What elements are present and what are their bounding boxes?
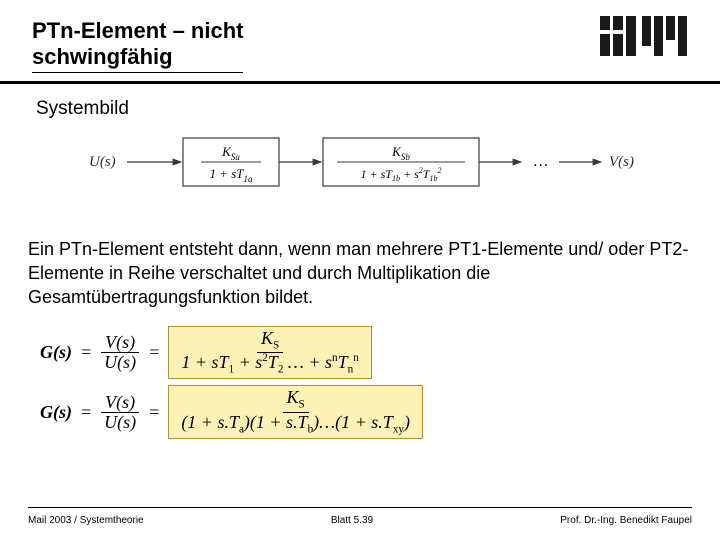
body-paragraph: Ein PTn-Element entsteht dann, wenn man … bbox=[0, 211, 720, 320]
section-label: Systembild bbox=[0, 84, 720, 126]
eq-ratio: V(s) U(s) bbox=[100, 333, 140, 372]
eq-lhs: G(s) bbox=[40, 342, 72, 363]
slide-header: PTn-Element – nicht schwingfähig bbox=[0, 0, 720, 84]
eq-boxed-1: KS 1 + sT1 + s2T2 … + snTnn bbox=[168, 326, 371, 380]
svg-text:1 + sT1b + s2T1b2: 1 + sT1b + s2T1b2 bbox=[361, 166, 442, 183]
footer-left: Mail 2003 / Systemtheorie bbox=[28, 515, 144, 526]
title-line2: schwingfähig bbox=[32, 44, 173, 69]
eq-lhs: G(s) bbox=[40, 402, 72, 423]
block-diagram: U(s) KSa 1 + sT1a KSb 1 + sT1b + s2T1b2 … bbox=[0, 126, 720, 211]
equations-block: G(s) = V(s) U(s) = KS 1 + sT1 + s2T2 … +… bbox=[0, 320, 720, 439]
title-line1: PTn-Element – nicht bbox=[32, 18, 243, 43]
page-title: PTn-Element – nicht schwingfähig bbox=[32, 18, 243, 73]
eq-sign: = bbox=[148, 402, 160, 423]
eq-sign: = bbox=[148, 342, 160, 363]
diagram-input-label: U(s) bbox=[89, 154, 116, 170]
equation-row-2: G(s) = V(s) U(s) = KS (1 + s.Ta)(1 + s.T… bbox=[40, 385, 710, 439]
eq-sign: = bbox=[80, 402, 92, 423]
footer-right: Prof. Dr.-Ing. Benedikt Faupel bbox=[560, 515, 692, 526]
equation-row-1: G(s) = V(s) U(s) = KS 1 + sT1 + s2T2 … +… bbox=[40, 326, 710, 380]
diagram-ellipsis: … bbox=[534, 153, 548, 170]
diagram-output-label: V(s) bbox=[609, 154, 634, 170]
footer-center: Blatt 5.39 bbox=[331, 515, 373, 526]
slide-footer: Mail 2003 / Systemtheorie Blatt 5.39 Pro… bbox=[28, 507, 692, 526]
eq-boxed-2: KS (1 + s.Ta)(1 + s.Tb)…(1 + s.Txy) bbox=[168, 385, 423, 439]
eq-ratio: V(s) U(s) bbox=[100, 393, 140, 432]
htw-logo bbox=[600, 16, 688, 56]
eq-sign: = bbox=[80, 342, 92, 363]
